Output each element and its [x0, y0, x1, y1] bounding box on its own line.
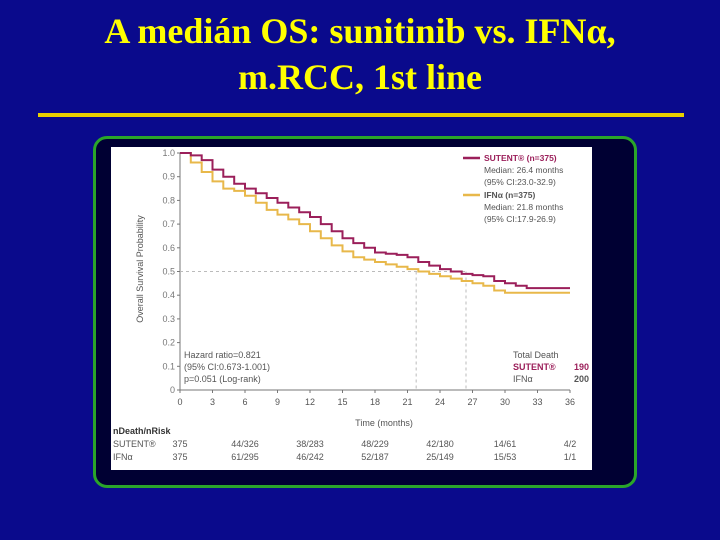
y-tick-label: 0 — [170, 385, 175, 395]
x-tick-label: 18 — [370, 397, 380, 407]
x-axis-label: Time (months) — [355, 418, 413, 428]
risk-table-header: nDeath/nRisk — [113, 426, 172, 436]
total-death-ifn-label: IFNα — [513, 374, 533, 384]
legend-ifn-title: IFNα (n=375) — [484, 190, 535, 200]
y-tick-label: 0.3 — [162, 314, 175, 324]
survival-chart: 00.10.20.30.40.50.60.70.80.91.00 3 6 9 12 15 1… — [113, 148, 589, 462]
risk-cell: 42/180 — [426, 439, 454, 449]
hazard-ratio-note: Hazard ratio=0.821 (95% CI:0.673-1.001) … — [184, 350, 270, 384]
series-line-sutent — [180, 152, 570, 290]
y-axis-label: Overall Survival Probability — [135, 215, 145, 323]
legend-sutent-title: SUTENT® (n=375) — [484, 153, 557, 163]
legend-ifn-median: Median: 21.8 months — [484, 202, 563, 212]
risk-cell: 375 — [172, 439, 187, 449]
x-tick-label: 36 — [565, 397, 575, 407]
risk-cell: 48/229 — [361, 439, 389, 449]
y-tick-label: 0.1 — [162, 361, 175, 371]
risk-cell: 61/295 — [231, 452, 259, 462]
x-tick-label: 15 — [337, 397, 347, 407]
risk-cell: 25/149 — [426, 452, 454, 462]
y-tick-label: 0.6 — [162, 243, 175, 253]
y-tick-label: 0.5 — [162, 267, 175, 277]
slide-title: A medián OS: sunitinib vs. IFNα, m.RCC, … — [0, 8, 720, 100]
x-tick-label: 6 — [242, 397, 247, 407]
risk-cell: 375 — [172, 452, 187, 462]
legend-sutent-median: Median: 26.4 months — [484, 165, 563, 175]
risk-cell: 14/61 — [494, 439, 517, 449]
risk-cell: 52/187 — [361, 452, 389, 462]
legend: SUTENT® (n=375) Median: 26.4 months (95%… — [463, 153, 563, 224]
x-tick-label: 0 — [177, 397, 182, 407]
series-line-ifn — [180, 152, 570, 294]
legend-ifn-ci: (95% CI:17.9-26.9) — [484, 214, 556, 224]
y-tick-label: 0.4 — [162, 290, 175, 300]
title-line-1: A medián OS: sunitinib vs. IFNα, — [104, 11, 616, 51]
y-tick-label: 0.7 — [162, 219, 175, 229]
total-death-sutent-label: SUTENT® — [513, 362, 556, 372]
hazard-line-3: p=0.051 (Log-rank) — [184, 374, 261, 384]
hazard-line-2: (95% CI:0.673-1.001) — [184, 362, 270, 372]
x-tick-label: 3 — [210, 397, 215, 407]
risk-cell: 44/326 — [231, 439, 259, 449]
title-line-2: m.RCC, 1st line — [238, 57, 482, 97]
risk-row-ifn-label: IFNα — [113, 452, 133, 462]
x-tick-label: 21 — [402, 397, 412, 407]
risk-cell: 46/242 — [296, 452, 324, 462]
risk-row-sutent-label: SUTENT® — [113, 439, 156, 449]
y-tick-label: 0.9 — [162, 172, 175, 182]
risk-cell: 15/53 — [494, 452, 517, 462]
total-death-ifn-value: 200 — [574, 374, 589, 384]
x-tick-label: 33 — [532, 397, 542, 407]
risk-cell: 38/283 — [296, 439, 324, 449]
risk-table: nDeath/nRisk SUTENT® IFNα 375 44/326 38/28… — [113, 426, 576, 462]
y-tick-label: 0.8 — [162, 195, 175, 205]
x-tick-label: 24 — [435, 397, 445, 407]
risk-cell: 4/2 — [564, 439, 577, 449]
title-divider — [38, 113, 684, 117]
risk-cell: 1/1 — [564, 452, 577, 462]
total-death-note: Total Death SUTENT® 190 IFNα 200 — [513, 350, 589, 384]
y-tick-label: 0.2 — [162, 338, 175, 348]
total-death-sutent-value: 190 — [574, 362, 589, 372]
x-tick-label: 9 — [275, 397, 280, 407]
legend-sutent-ci: (95% CI:23.0-32.9) — [484, 177, 556, 187]
x-tick-label: 12 — [305, 397, 315, 407]
x-tick-label: 27 — [467, 397, 477, 407]
x-tick-label: 30 — [500, 397, 510, 407]
total-death-header: Total Death — [513, 350, 559, 360]
hazard-line-1: Hazard ratio=0.821 — [184, 350, 261, 360]
chart-panel: 0 0.1 0.2 0.3 0.4 0.5 0.6 0.7 0.8 0.9 1.0 0 3 6 9 12 15 1… — [111, 147, 592, 470]
y-tick-label: 1.0 — [162, 148, 175, 158]
